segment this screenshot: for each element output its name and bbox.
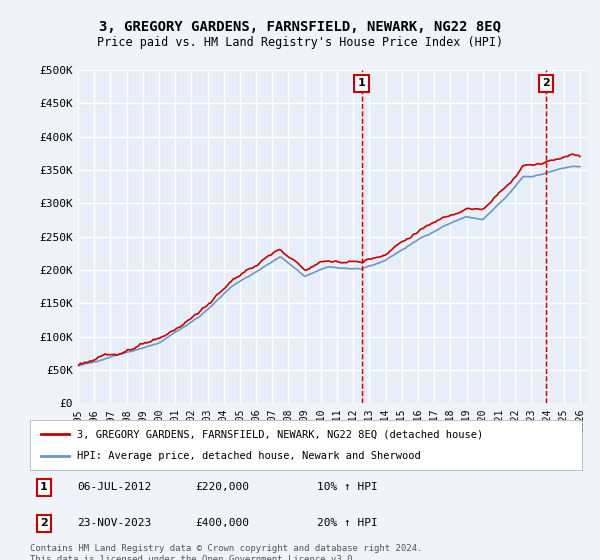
Text: Contains HM Land Registry data © Crown copyright and database right 2024.
This d: Contains HM Land Registry data © Crown c… [30, 544, 422, 560]
Text: HPI: Average price, detached house, Newark and Sherwood: HPI: Average price, detached house, Newa… [77, 451, 421, 461]
Text: 2: 2 [40, 519, 47, 529]
Text: 20% ↑ HPI: 20% ↑ HPI [317, 519, 378, 529]
Text: 2: 2 [542, 78, 550, 88]
Text: 1: 1 [40, 482, 47, 492]
Text: £220,000: £220,000 [196, 482, 250, 492]
Text: 3, GREGORY GARDENS, FARNSFIELD, NEWARK, NG22 8EQ (detached house): 3, GREGORY GARDENS, FARNSFIELD, NEWARK, … [77, 429, 483, 439]
Text: 23-NOV-2023: 23-NOV-2023 [77, 519, 151, 529]
Text: 06-JUL-2012: 06-JUL-2012 [77, 482, 151, 492]
Text: £400,000: £400,000 [196, 519, 250, 529]
Text: 1: 1 [358, 78, 365, 88]
Text: 10% ↑ HPI: 10% ↑ HPI [317, 482, 378, 492]
Text: Price paid vs. HM Land Registry's House Price Index (HPI): Price paid vs. HM Land Registry's House … [97, 36, 503, 49]
Text: 3, GREGORY GARDENS, FARNSFIELD, NEWARK, NG22 8EQ: 3, GREGORY GARDENS, FARNSFIELD, NEWARK, … [99, 20, 501, 34]
